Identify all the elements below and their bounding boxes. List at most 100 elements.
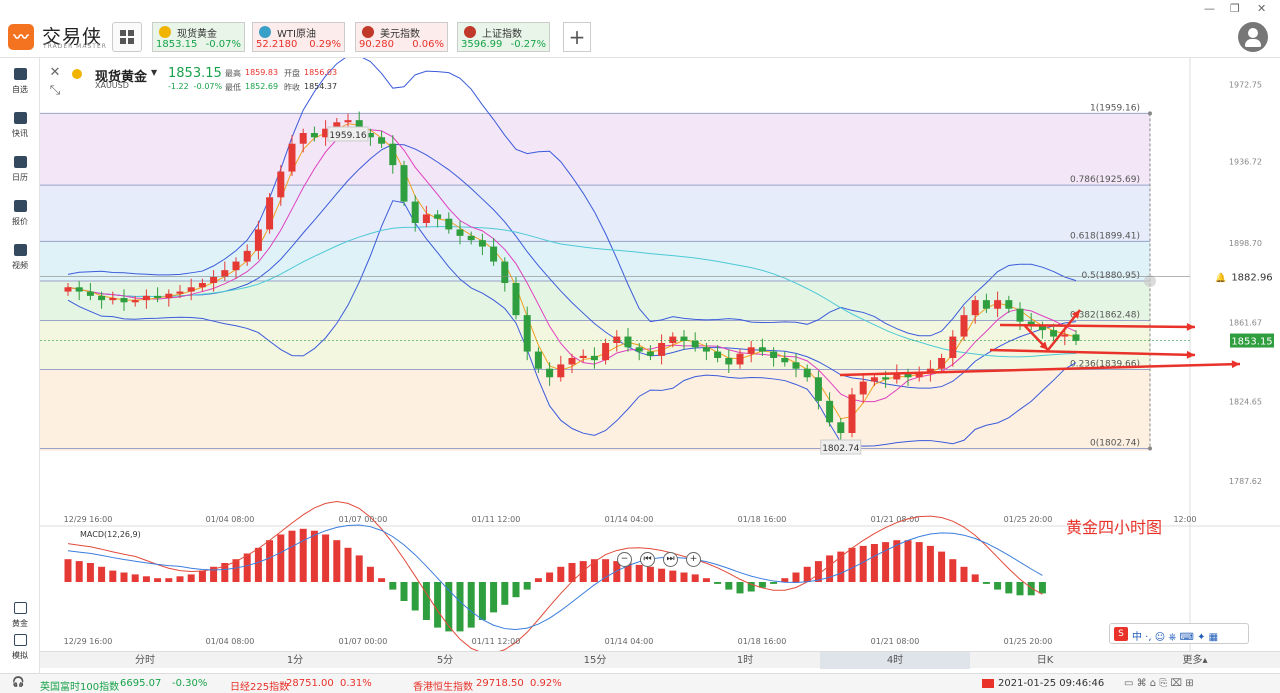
sidebar-item[interactable]: 报价 (0, 194, 40, 234)
candle-body[interactable] (411, 201, 419, 223)
candle-body[interactable] (736, 353, 744, 365)
candle-body[interactable] (646, 351, 654, 356)
candle-body[interactable] (490, 246, 498, 262)
scroll-right-button[interactable]: ⏭ (663, 552, 678, 567)
ime-status-icon[interactable]: 中 ·, ☺ ⎈ ⌨ ✦ ▦ (1132, 632, 1219, 643)
candle-body[interactable] (568, 358, 576, 365)
candle-body[interactable] (557, 364, 565, 378)
period-tab[interactable]: 1分 (286, 655, 304, 666)
candle-body[interactable] (165, 293, 173, 298)
candle-body[interactable] (142, 295, 150, 301)
candle-body[interactable] (848, 394, 856, 433)
symbol-name[interactable]: 现货黄金 (95, 70, 148, 85)
candle-body[interactable] (803, 368, 811, 378)
candle-body[interactable] (64, 287, 72, 292)
candle-body[interactable] (266, 197, 274, 230)
candle-body[interactable] (1061, 334, 1069, 337)
candle-body[interactable] (344, 120, 352, 123)
candle-body[interactable] (747, 347, 755, 354)
candle-body[interactable] (814, 377, 822, 401)
sidebar-item[interactable]: 模拟 (0, 628, 40, 668)
candle-body[interactable] (893, 373, 901, 380)
alert-bell-icon[interactable]: 🔔 (1215, 273, 1226, 284)
candle-body[interactable] (1038, 325, 1046, 331)
ime-toolbar[interactable]: S 中 ·, ☺ ⎈ ⌨ ✦ ▦ (1109, 623, 1249, 644)
candle-body[interactable] (949, 336, 957, 358)
candle-body[interactable] (691, 340, 699, 348)
candle-body[interactable] (725, 358, 733, 365)
sidebar-item[interactable]: 自选 (0, 62, 40, 102)
candle-body[interactable] (434, 214, 442, 219)
candle-body[interactable] (792, 362, 800, 369)
close-chart-icon[interactable]: ✕ (49, 65, 61, 80)
candle-body[interactable] (221, 270, 229, 277)
ticker-name[interactable]: 日经225指数 (230, 682, 290, 693)
headset-icon[interactable]: 🎧 (12, 677, 25, 688)
draw-tool-icon[interactable]: ⤡ (49, 83, 61, 98)
candle-body[interactable] (613, 336, 621, 343)
period-tab[interactable]: 1时 (736, 655, 754, 666)
restore-icon[interactable]: ❐ (1230, 2, 1240, 15)
scroll-left-button[interactable]: ⏮ (640, 552, 655, 567)
candle-body[interactable] (994, 300, 1002, 309)
candle-body[interactable] (98, 295, 106, 301)
candle-body[interactable] (624, 336, 632, 348)
period-tab[interactable]: 日K (1036, 655, 1054, 666)
candle-body[interactable] (512, 283, 520, 316)
fib-anchor[interactable] (1148, 446, 1152, 451)
sidebar-item[interactable]: 黄金 (0, 596, 40, 636)
candle-body[interactable] (714, 351, 722, 358)
candle-body[interactable] (422, 214, 430, 223)
candle-body[interactable] (579, 355, 587, 358)
fib-anchor[interactable] (1148, 111, 1152, 116)
candle-body[interactable] (1050, 330, 1058, 337)
candle-body[interactable] (198, 283, 206, 288)
sidebar-item[interactable]: 快讯 (0, 106, 40, 146)
period-tab[interactable]: 更多▴ (1182, 655, 1208, 666)
candle-body[interactable] (602, 343, 610, 361)
period-tab[interactable]: 15分 (583, 655, 607, 666)
candle-body[interactable] (758, 347, 766, 352)
candle-body[interactable] (982, 300, 990, 309)
candle-body[interactable] (635, 347, 643, 352)
candle-body[interactable] (523, 315, 531, 352)
candle-body[interactable] (781, 358, 789, 363)
candle-body[interactable] (837, 422, 845, 433)
zoom-in-button[interactable]: + (686, 552, 701, 567)
candle-body[interactable] (254, 229, 262, 251)
candle-body[interactable] (669, 336, 677, 343)
candle-body[interactable] (232, 261, 240, 271)
candle-body[interactable] (1072, 334, 1080, 341)
candle-body[interactable] (501, 261, 509, 283)
candle-body[interactable] (154, 295, 162, 298)
candle-body[interactable] (938, 358, 946, 369)
candle-body[interactable] (210, 276, 218, 283)
period-tab[interactable]: 4时 (820, 652, 970, 669)
candle-body[interactable] (870, 377, 878, 382)
quote-card[interactable]: 现货黄金 1853.15 -0.07% (152, 22, 245, 52)
candle-body[interactable] (389, 143, 397, 166)
candle-body[interactable] (702, 347, 710, 352)
candle-body[interactable] (915, 373, 923, 378)
candle-body[interactable] (86, 291, 94, 296)
price-chart[interactable]: 1(1959.16) 0.786(1925.69) 0.618(1899.41) 0.… (40, 58, 1280, 651)
period-tab[interactable]: 分时 (135, 655, 155, 666)
candle-body[interactable] (366, 133, 374, 138)
candle-body[interactable] (658, 343, 666, 356)
candle-body[interactable] (322, 128, 330, 138)
candle-body[interactable] (478, 240, 486, 247)
quote-card[interactable]: 美元指数 90.280 0.06% (355, 22, 448, 52)
candle-body[interactable] (456, 229, 464, 236)
user-avatar[interactable] (1238, 22, 1268, 52)
close-icon[interactable]: ✕ (1257, 2, 1267, 15)
quote-card[interactable]: WTI原油 52.2180 0.29% (252, 22, 345, 52)
ticker-name[interactable]: 英国富时100指数 (40, 682, 120, 693)
candle-body[interactable] (770, 351, 778, 358)
candle-body[interactable] (299, 133, 307, 144)
grid-menu-button[interactable] (112, 22, 142, 52)
chevron-down-icon[interactable]: ▼ (151, 68, 158, 77)
candle-body[interactable] (277, 171, 285, 198)
candle-body[interactable] (109, 298, 117, 301)
add-quote-button[interactable]: + (563, 22, 591, 52)
candle-body[interactable] (75, 287, 83, 292)
